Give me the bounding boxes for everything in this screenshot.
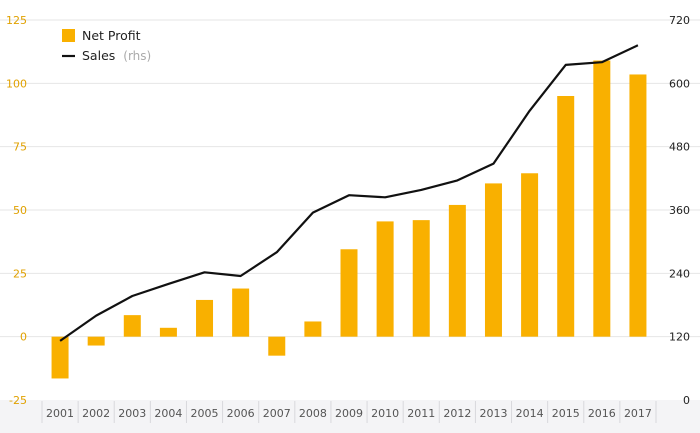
x-tick-label: 2003 <box>118 407 146 420</box>
bar-2012 <box>448 204 466 337</box>
right-axis-ticks: 720 600 480 360 240 120 0 <box>669 14 690 407</box>
left-tick-label: 100 <box>6 77 27 90</box>
x-tick-label: 2007 <box>263 407 291 420</box>
legend-label-sales-suffix: (rhs) <box>123 49 151 63</box>
right-tick-label: 360 <box>669 204 690 217</box>
right-tick-label: 240 <box>669 267 690 280</box>
x-tick-label: 2002 <box>82 407 110 420</box>
x-tick-label: 2011 <box>407 407 435 420</box>
legend: Net Profit Sales (rhs) <box>62 28 151 63</box>
right-tick-label: 0 <box>683 394 690 407</box>
bar-2013 <box>484 183 502 337</box>
legend-label-sales: Sales (rhs) <box>82 48 151 63</box>
right-tick-label: 120 <box>669 331 690 344</box>
left-tick-label: 25 <box>13 267 27 280</box>
left-tick-label: 50 <box>13 204 27 217</box>
left-axis-ticks: 125 100 75 50 25 0 -25 <box>6 14 27 407</box>
bar-2015 <box>557 96 575 337</box>
legend-label-net-profit: Net Profit <box>82 28 141 43</box>
bar-2005 <box>196 299 214 337</box>
bar-2007 <box>268 336 286 356</box>
legend-label-sales-name: Sales <box>82 48 115 63</box>
sales-line <box>59 44 639 342</box>
bar-2010 <box>376 221 394 337</box>
bar-2016 <box>593 60 611 337</box>
x-tick-label: 2006 <box>227 407 255 420</box>
bar-2017 <box>629 74 647 337</box>
bar-2002 <box>87 336 105 346</box>
x-tick-label: 2009 <box>335 407 363 420</box>
bar-2003 <box>123 315 141 337</box>
x-tick-label: 2016 <box>588 407 616 420</box>
left-tick-label: 125 <box>6 14 27 27</box>
net-profit-bars <box>51 60 647 379</box>
right-tick-label: 720 <box>669 14 690 27</box>
x-tick-label: 2015 <box>552 407 580 420</box>
bar-2009 <box>340 249 358 337</box>
bar-2014 <box>521 173 539 337</box>
x-tick-label: 2001 <box>46 407 74 420</box>
x-tick-label: 2010 <box>371 407 399 420</box>
x-tick-label: 2014 <box>516 407 544 420</box>
left-tick-label: 75 <box>13 141 27 154</box>
left-tick-label: -25 <box>9 394 27 407</box>
right-tick-label: 600 <box>669 77 690 90</box>
x-tick-label: 2005 <box>191 407 219 420</box>
x-tick-label: 2013 <box>479 407 507 420</box>
x-tick-label: 2008 <box>299 407 327 420</box>
x-tick-label: 2017 <box>624 407 652 420</box>
right-tick-label: 480 <box>669 141 690 154</box>
bar-2001 <box>51 336 69 379</box>
x-tick-label: 2012 <box>443 407 471 420</box>
bar-2011 <box>412 220 430 337</box>
legend-swatch-net-profit <box>62 29 75 42</box>
left-tick-label: 0 <box>20 331 27 344</box>
bar-2006 <box>232 288 250 337</box>
bar-2008 <box>304 321 322 337</box>
x-tick-label: 2004 <box>154 407 182 420</box>
bar-2004 <box>159 327 177 337</box>
x-axis-ticks: 2001 2002 2003 2004 2005 2006 2007 2008 2009 2010… <box>41 401 657 423</box>
